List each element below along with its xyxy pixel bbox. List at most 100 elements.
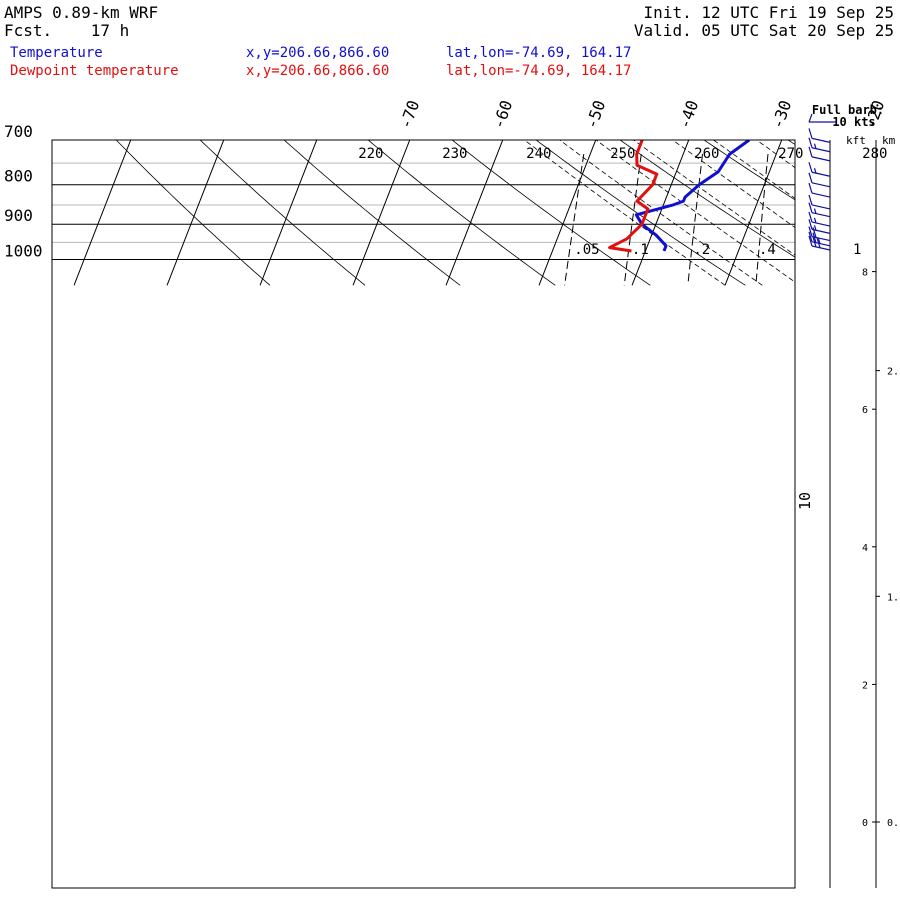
wind-barb-half xyxy=(813,208,817,214)
isotherm-label: -40 xyxy=(675,98,703,132)
wind-barb-staff xyxy=(811,221,831,227)
wind-barb-flag xyxy=(808,194,813,206)
wind-barb-staff xyxy=(811,245,831,251)
dry-adiabat-line xyxy=(283,140,461,286)
wind-barb-staff xyxy=(811,171,831,177)
wind-barb-flag xyxy=(816,237,821,248)
mixing-ratio-label: .1 xyxy=(632,242,649,258)
legend-temperature-latlon: lat,lon=-74.69, 164.17 xyxy=(446,45,632,61)
wind-legend-value: 10 kts xyxy=(832,115,875,129)
mixing-ratio-line xyxy=(755,154,769,286)
wind-barb-staff xyxy=(811,182,831,188)
wind-barb-flag xyxy=(808,202,813,213)
mixing-ratio-line xyxy=(853,154,861,285)
legend-temperature-xy: x,y=206.66,866.60 xyxy=(246,45,390,61)
wind-barb-flag xyxy=(808,128,813,139)
mixing-ratio-line xyxy=(564,154,585,286)
km-tick-label: 0. xyxy=(887,818,899,829)
forecast-label: Fcst. xyxy=(4,21,53,40)
mixing-ratio-label: 1 xyxy=(853,242,861,258)
wind-legend-barb-tick xyxy=(808,113,813,123)
moist-adiabat-line xyxy=(761,110,900,285)
wind-barb-half xyxy=(813,143,817,149)
moist-adiabat-line xyxy=(712,140,795,199)
moist-adiabat-line xyxy=(595,140,795,283)
isotherm-line xyxy=(631,140,690,286)
legend-dewpoint-name: Dewpoint temperature xyxy=(10,63,179,79)
kft-tick-label: 0 xyxy=(862,818,868,829)
forecast-hour: Fcst. 17 h xyxy=(4,22,129,40)
wind-profile: Full barb:10 kts kft km 0 2 4 6 8 0. 1. 2. xyxy=(808,103,899,888)
wind-barb-flag xyxy=(808,226,813,237)
wind-barb-flag xyxy=(808,137,813,148)
mixing-ratio-line xyxy=(687,154,703,286)
kft-tick-label: 2 xyxy=(862,680,868,691)
isotherm-label: -30 xyxy=(768,98,796,132)
wind-barb-staff xyxy=(811,204,831,210)
isotherm-label: -70 xyxy=(396,98,424,132)
isotherm-line xyxy=(724,140,783,286)
km-axis-label: km xyxy=(882,134,896,147)
kft-axis-label: kft xyxy=(846,134,866,147)
pressure-label-900: 900 xyxy=(4,206,33,225)
isotherm-line xyxy=(259,140,318,286)
isotherm-line xyxy=(538,140,597,286)
wind-barb-half xyxy=(817,238,821,244)
isotherm-line xyxy=(73,140,132,286)
wind-barb-flag xyxy=(808,146,813,158)
wind-barb-flag xyxy=(808,211,813,223)
moist-adiabat-line xyxy=(671,140,795,228)
pressure-label-800: 800 xyxy=(4,167,33,186)
km-tick-label: 2. xyxy=(887,367,899,378)
skewt-profiles xyxy=(608,140,751,253)
wind-barb-flag xyxy=(812,236,817,248)
kft-tick-label: 4 xyxy=(862,543,868,554)
theta-label: 230 xyxy=(442,146,467,162)
init-time: Init. 12 UTC Fri 19 Sep 25 xyxy=(643,3,894,22)
wind-barb-staff xyxy=(811,235,831,242)
plot-frame xyxy=(51,139,796,889)
legend-temperature-name: Temperature xyxy=(10,45,103,61)
moist-adiabat-line xyxy=(632,140,795,256)
isotherm-line xyxy=(445,140,504,286)
pressure-label-700: 700 xyxy=(4,122,33,141)
wind-barb-flag xyxy=(808,172,813,184)
theta-label: 280 xyxy=(862,146,887,162)
isotherm-line xyxy=(166,140,225,286)
wind-barb-flag xyxy=(808,182,813,194)
isotherm-label: -60 xyxy=(489,98,517,132)
kft-tick-label: 6 xyxy=(862,405,868,416)
dry-adiabat-line xyxy=(199,140,366,286)
skewt-grid xyxy=(52,110,900,286)
dry-adiabat-line xyxy=(619,140,795,258)
mixing-ratio-label: .4 xyxy=(759,242,776,258)
wind-barb-staff xyxy=(811,212,831,218)
model-title: AMPS 0.89-km WRF xyxy=(4,3,159,22)
wind-barb-staff xyxy=(811,192,831,198)
theta-label: 260 xyxy=(694,146,719,162)
wind-barb-half xyxy=(813,217,817,224)
isotherm-line xyxy=(352,140,411,286)
valid-time: Valid. 05 UTC Sat 20 Sep 25 xyxy=(633,21,894,40)
dry-adiabat-line xyxy=(451,140,651,286)
wind-barb-flag xyxy=(808,219,813,230)
km-tick-label: 1. xyxy=(887,592,899,603)
mixing-ratio-label: .2 xyxy=(693,242,710,258)
legend-dewpoint-latlon: lat,lon=-74.69, 164.17 xyxy=(446,63,632,79)
theta-label: 240 xyxy=(526,146,551,162)
wind-barb-flag xyxy=(808,162,813,173)
wind-legend-title: Full barb: xyxy=(812,103,884,117)
forecast-value: 17 h xyxy=(90,21,130,40)
wind-barb-half xyxy=(813,225,817,231)
isopleth-label-10: 10 xyxy=(796,492,814,510)
pressure-label-1000: 1000 xyxy=(4,242,43,261)
legend-dewpoint-xy: x,y=206.66,866.60 xyxy=(246,63,390,79)
dry-adiabat-line xyxy=(703,140,795,201)
theta-label: 220 xyxy=(358,146,383,162)
mixing-ratio-line xyxy=(623,154,642,286)
wind-barb-staff xyxy=(811,147,831,153)
dry-adiabat-line xyxy=(115,140,271,286)
wind-barb-staff xyxy=(811,228,831,234)
theta-label: 250 xyxy=(610,146,635,162)
